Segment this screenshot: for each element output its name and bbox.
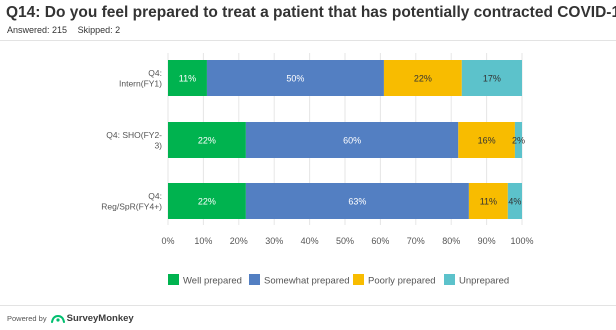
- x-tick-label: 50%: [336, 236, 354, 246]
- x-tick-label: 10%: [194, 236, 212, 246]
- category-label: Intern(FY1): [119, 78, 162, 88]
- stacked-bar-chart: 0% 10% 20% 30% 40% 50% 60% 70% 80% 90% 100%Q4:Inte…: [101, 53, 534, 287]
- data-label: 17%: [483, 74, 501, 84]
- legend-swatch-somewhat-prepared: [249, 274, 260, 285]
- category-label: Q4:: [148, 68, 162, 78]
- bar-segment-somewhat-prepared: [245, 183, 469, 219]
- skipped-count: Skipped: 2: [77, 25, 121, 35]
- x-tick-label: 70%: [407, 236, 425, 246]
- bar-segment-well-prepared: [168, 60, 207, 96]
- legend-label: Somewhat prepared: [264, 276, 350, 287]
- bar-segment-poorly-prepared: [468, 183, 508, 219]
- bar-segment-unprepared: [507, 183, 522, 219]
- response-stats: Answered: 215 Skipped: 2: [7, 25, 128, 35]
- x-tick-label: 30%: [265, 236, 283, 246]
- header-divider: [0, 40, 616, 41]
- data-label: 22%: [198, 136, 216, 146]
- data-label: 16%: [478, 136, 496, 146]
- footer-divider: [0, 305, 616, 306]
- x-tick-label: 90%: [478, 236, 496, 246]
- category-label: Reg/SpR(FY4+): [101, 201, 162, 211]
- x-tick-label: 80%: [442, 236, 460, 246]
- x-tick-label: 40%: [301, 236, 319, 246]
- x-tick-label: 60%: [371, 236, 389, 246]
- bar-segment-well-prepared: [168, 122, 246, 158]
- bar-segment-unprepared: [461, 60, 522, 96]
- data-label: 63%: [348, 197, 366, 207]
- x-tick-label: 20%: [230, 236, 248, 246]
- x-tick-label: 100%: [510, 236, 533, 246]
- legend-label: Poorly prepared: [368, 276, 436, 287]
- bar-segment-poorly-prepared: [458, 122, 515, 158]
- data-label: 2%: [512, 136, 525, 146]
- brand-name: SurveyMonkey: [66, 313, 134, 324]
- data-label: 11%: [480, 197, 497, 207]
- bar-segment-unprepared: [514, 122, 522, 158]
- bar-segment-somewhat-prepared: [245, 122, 459, 158]
- data-label: 60%: [343, 136, 361, 146]
- legend-swatch-well-prepared: [168, 274, 179, 285]
- answered-count: Answered: 215: [7, 25, 68, 35]
- data-label: 11%: [179, 74, 196, 84]
- footer: Powered by SurveyMonkey: [7, 313, 134, 324]
- data-label: 50%: [286, 74, 304, 84]
- powered-by-label: Powered by: [7, 314, 47, 323]
- legend-swatch-unprepared: [444, 274, 455, 285]
- legend-label: Unprepared: [459, 276, 509, 287]
- legend-label: Well prepared: [183, 276, 242, 287]
- data-label: 22%: [414, 74, 432, 84]
- legend-swatch-poorly-prepared: [353, 274, 364, 285]
- bar-segment-poorly-prepared: [383, 60, 462, 96]
- category-label: Q4:: [148, 191, 162, 201]
- data-label: 22%: [198, 197, 216, 207]
- data-label: 4%: [508, 197, 521, 207]
- surveymonkey-logo-icon: [50, 314, 65, 323]
- x-tick-label: 0%: [161, 236, 174, 246]
- question-title: Q14: Do you feel prepared to treat a pat…: [6, 4, 616, 21]
- bar-segment-somewhat-prepared: [206, 60, 384, 96]
- category-label: 3): [154, 140, 162, 150]
- bar-segment-well-prepared: [168, 183, 246, 219]
- category-label: Q4: SHO(FY2-: [106, 130, 162, 140]
